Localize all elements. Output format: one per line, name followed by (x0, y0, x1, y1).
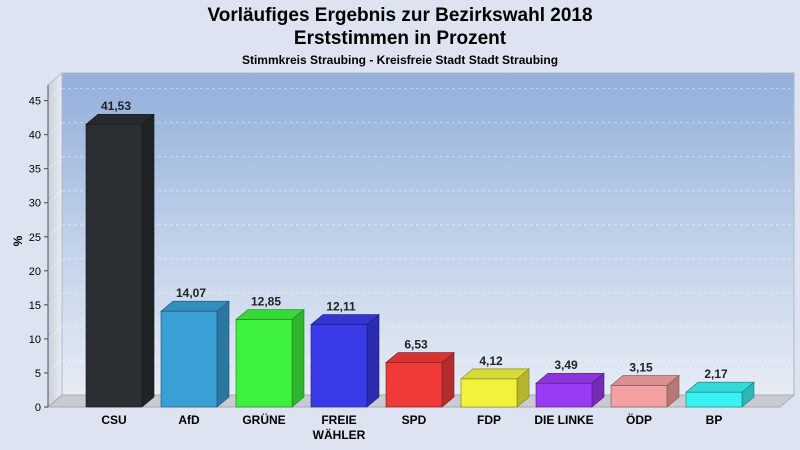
x-tick-label: DIE LINKE (534, 413, 593, 427)
y-axis-label: % (11, 235, 25, 246)
grid-line-side (47, 224, 63, 238)
y-tick-label: 45 (29, 96, 41, 108)
x-tick-label: BP (706, 413, 723, 427)
chart-title-line1: Vorläufiges Ergebnis zur Bezirkswahl 201… (207, 5, 593, 26)
bar-side (366, 313, 380, 408)
chart-title: Vorläufiges Ergebnis zur Bezirkswahl 201… (0, 4, 800, 50)
x-tick-label: GRÜNE (242, 412, 285, 427)
y-tick-label: 10 (29, 334, 41, 346)
x-tick-label: SPD (402, 413, 427, 427)
bar-value-label: 41,53 (101, 99, 131, 113)
bar (235, 319, 293, 408)
bar (310, 324, 368, 408)
bar-group: 2,17 (685, 367, 755, 408)
bar-side (216, 300, 230, 408)
grid-line-side (47, 258, 63, 272)
bar (610, 385, 668, 408)
y-tick-label: 5 (35, 368, 41, 380)
grid-line-side (47, 156, 63, 170)
bar-top (610, 375, 680, 386)
bar-value-label: 12,85 (251, 295, 281, 309)
bar-top (235, 309, 305, 320)
chart-title-line2: Erststimmen in Prozent (293, 28, 507, 49)
x-tick-label: FDP (477, 413, 501, 427)
bar-group: 14,07 (160, 286, 230, 408)
bar-top (385, 352, 455, 363)
grid-line-side (47, 292, 63, 306)
bar-top (160, 300, 230, 312)
grid-line-side (47, 326, 63, 340)
bar-value-label: 3,15 (629, 361, 653, 375)
bar-top (535, 372, 605, 384)
chart-subtitle: Stimmkreis Straubing - Kreisfreie Stadt … (241, 53, 559, 67)
y-tick-label: 40 (29, 130, 41, 142)
bar-group: 3,49 (535, 358, 605, 408)
bar-value-label: 2,17 (704, 367, 728, 381)
bar-side (291, 308, 305, 408)
bar-top (460, 368, 530, 380)
bar-group: 4,12 (460, 354, 530, 408)
grid-line-side (47, 122, 63, 136)
grid-line-side (47, 360, 63, 374)
bar (160, 310, 218, 408)
bar (85, 123, 143, 408)
bar-value-label: 6,53 (404, 338, 428, 352)
y-tick-label: 30 (29, 198, 41, 210)
x-tick-label: CSU (101, 413, 126, 427)
bar-group: 41,53 (85, 99, 155, 408)
bar (535, 382, 593, 408)
bar (460, 378, 518, 408)
plot-side-wall (47, 71, 63, 409)
bar-value-label: 4,12 (479, 354, 503, 368)
y-tick-label: 20 (29, 266, 41, 278)
bar (685, 391, 743, 408)
bar-group: 6,53 (385, 338, 455, 408)
y-tick-label: 35 (29, 164, 41, 176)
bar-value-label: 3,49 (554, 358, 578, 372)
grid-line-side (47, 190, 63, 204)
bar (385, 362, 443, 408)
bar-value-label: 14,07 (176, 286, 206, 300)
bar-top (310, 314, 380, 325)
x-tick-label: AfD (178, 413, 200, 427)
bar-group: 12,85 (235, 295, 305, 408)
y-tick-label: 25 (29, 232, 41, 244)
bar-top (685, 381, 755, 393)
bar-group: 12,11 (310, 300, 380, 408)
bar-top (85, 113, 155, 125)
x-tick-label: FREIE WÄHLER (313, 413, 366, 442)
y-tick-label: 0 (35, 402, 41, 414)
bar-side (141, 113, 155, 408)
grid-line-side (47, 88, 63, 101)
bar-value-label: 12,11 (326, 300, 356, 314)
bar-group: 3,15 (610, 361, 680, 408)
y-tick-label: 15 (29, 300, 41, 312)
x-tick-label: ÖDP (626, 412, 652, 427)
